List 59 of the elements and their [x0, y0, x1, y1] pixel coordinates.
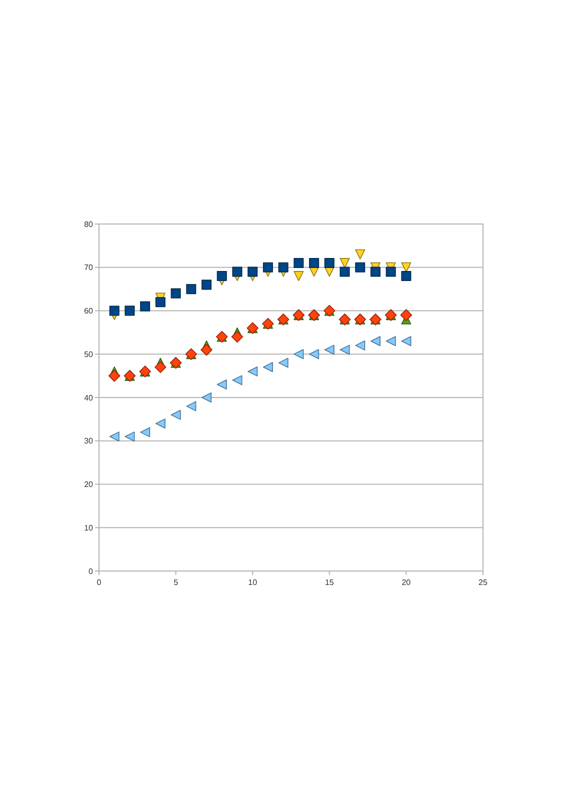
point	[216, 379, 227, 390]
point	[232, 375, 242, 386]
point	[324, 344, 334, 355]
point	[109, 306, 120, 316]
y-tick-label: 80	[84, 220, 94, 229]
y-tick-label: 70	[84, 263, 94, 272]
point	[400, 309, 412, 321]
x-tick-label: 20	[402, 578, 412, 587]
point	[248, 266, 258, 277]
x-tick-label: 15	[324, 578, 334, 587]
point	[248, 366, 258, 376]
point	[370, 266, 380, 277]
point	[278, 262, 288, 272]
point	[124, 432, 135, 442]
point	[232, 266, 242, 277]
y-tick-label: 20	[84, 480, 94, 490]
y-tick-label: 60	[84, 306, 94, 316]
point	[155, 418, 166, 429]
point	[140, 427, 150, 438]
x-tick-label: 5	[174, 578, 179, 587]
point	[294, 349, 304, 360]
point	[401, 336, 412, 346]
point	[309, 349, 320, 360]
y-tick-label: 30	[84, 436, 94, 446]
y-tick-label: 10	[84, 523, 94, 532]
point	[202, 392, 212, 402]
point	[340, 258, 350, 268]
point	[155, 297, 166, 308]
point	[200, 344, 212, 356]
point	[386, 266, 396, 277]
point	[370, 336, 380, 346]
y-tick-label: 40	[84, 393, 94, 402]
y-tick-label: 0	[88, 566, 94, 576]
point	[340, 266, 350, 277]
point	[340, 344, 350, 355]
point	[216, 271, 227, 282]
point	[109, 432, 120, 442]
point	[386, 336, 396, 346]
point	[401, 271, 412, 282]
point	[401, 262, 412, 272]
point	[154, 361, 166, 374]
point	[355, 340, 366, 350]
point	[294, 271, 304, 282]
point	[186, 401, 196, 412]
point	[262, 262, 273, 272]
x-tick-label: 25	[478, 578, 488, 587]
point	[231, 330, 244, 343]
point	[278, 358, 288, 368]
point	[355, 262, 366, 272]
point	[108, 370, 120, 382]
point	[355, 249, 366, 260]
point	[294, 258, 304, 268]
point	[309, 258, 320, 268]
point	[262, 362, 273, 372]
point	[170, 410, 181, 420]
x-tick-label: 0	[96, 578, 102, 587]
x-tick-label: 10	[248, 578, 258, 587]
point	[324, 258, 334, 268]
y-tick-label: 50	[84, 350, 94, 359]
